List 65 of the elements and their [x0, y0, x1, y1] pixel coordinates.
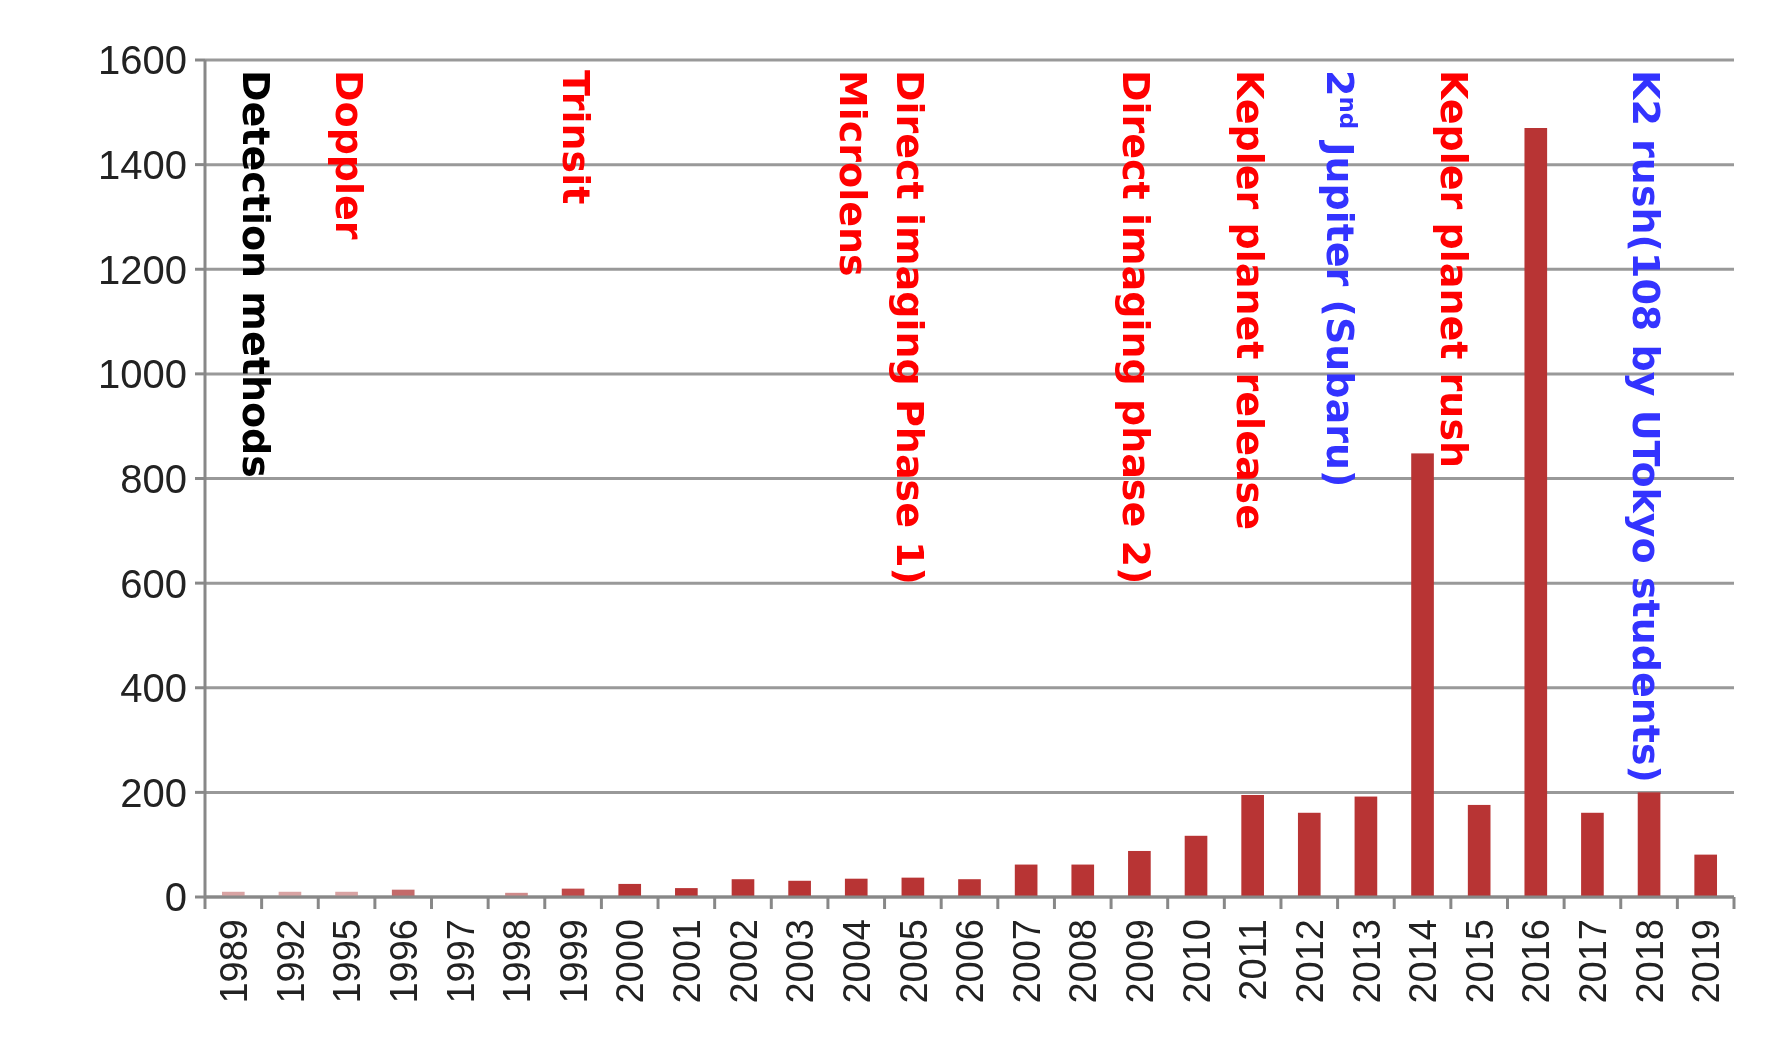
- x-tick-label: 2002: [722, 919, 765, 1004]
- annotation: Doppler: [327, 70, 372, 240]
- bar: [1581, 812, 1604, 897]
- annotation: Direct imaging phase 2): [1114, 70, 1159, 585]
- bar: [1524, 128, 1548, 897]
- annotation: Microlens: [831, 70, 876, 277]
- y-tick-label: 200: [120, 770, 187, 815]
- x-tick-label: 1996: [382, 919, 425, 1004]
- x-tick-label: 2006: [949, 919, 992, 1004]
- x-tick-label: 2014: [1402, 919, 1445, 1004]
- x-tick-label: 2017: [1572, 919, 1615, 1004]
- annotation: Trinsit: [553, 70, 598, 205]
- annotation: Direct imaging Phase 1): [887, 70, 932, 585]
- x-tick-label: 1999: [552, 919, 595, 1004]
- annotation: Kepler planet rush: [1431, 70, 1476, 469]
- bar: [618, 883, 642, 897]
- x-tick-label: 2004: [835, 919, 878, 1004]
- bar: [1014, 864, 1038, 897]
- x-tick-label: 1992: [269, 919, 312, 1004]
- x-tick-label: 2019: [1685, 919, 1728, 1004]
- x-tick-label: 2001: [666, 919, 709, 1004]
- x-tick-label: 2015: [1458, 919, 1501, 1004]
- x-tick-label: 2011: [1232, 919, 1275, 1001]
- x-tick-label: 2016: [1515, 919, 1558, 1004]
- x-tick-label: 2012: [1288, 919, 1331, 1004]
- x-tick-label: 1989: [212, 919, 255, 1004]
- annotation: Kepler planet release: [1227, 70, 1272, 530]
- x-tick-label: 2010: [1175, 919, 1218, 1004]
- x-tick-label: 1997: [439, 919, 482, 1004]
- annotation: Detection methods: [233, 70, 278, 478]
- y-tick-label: 1200: [98, 247, 187, 292]
- x-tick-label: 2008: [1062, 919, 1105, 1004]
- bar: [1411, 453, 1434, 897]
- y-tick-label: 0: [164, 875, 187, 920]
- y-tick-label: 800: [120, 456, 187, 501]
- y-tick-label: 400: [120, 666, 187, 711]
- bar: [1071, 864, 1095, 897]
- bar: [731, 879, 755, 897]
- bar: [1354, 796, 1378, 897]
- bar: [1128, 850, 1151, 897]
- x-tick-label: 2005: [892, 919, 935, 1004]
- x-tick-label: 1995: [326, 919, 369, 1004]
- bar: [1297, 812, 1321, 897]
- bar: [901, 877, 925, 897]
- bar: [1184, 835, 1208, 897]
- x-tick-label: 2013: [1345, 919, 1388, 1004]
- bar: [788, 880, 811, 897]
- x-tick-label: 2000: [609, 919, 652, 1004]
- bar: [1694, 854, 1718, 897]
- bar: [675, 888, 698, 897]
- bar: [1637, 792, 1661, 897]
- bar: [1241, 794, 1264, 897]
- bar: [844, 878, 868, 897]
- annotation: K2 rush(108 by UTokyo students): [1624, 70, 1669, 783]
- x-tick-label: 2009: [1119, 919, 1162, 1004]
- x-tick-label: 2003: [779, 919, 822, 1004]
- y-tick-label: 600: [120, 561, 187, 606]
- y-tick-label: 1000: [98, 352, 187, 397]
- bar: [1467, 804, 1491, 897]
- x-tick-label: 2018: [1628, 919, 1671, 1004]
- y-tick-label: 1600: [98, 38, 187, 83]
- bar: [958, 879, 981, 897]
- x-tick-label: 2007: [1005, 919, 1048, 1004]
- y-tick-label: 1400: [98, 143, 187, 188]
- x-tick-label: 1998: [496, 919, 539, 1004]
